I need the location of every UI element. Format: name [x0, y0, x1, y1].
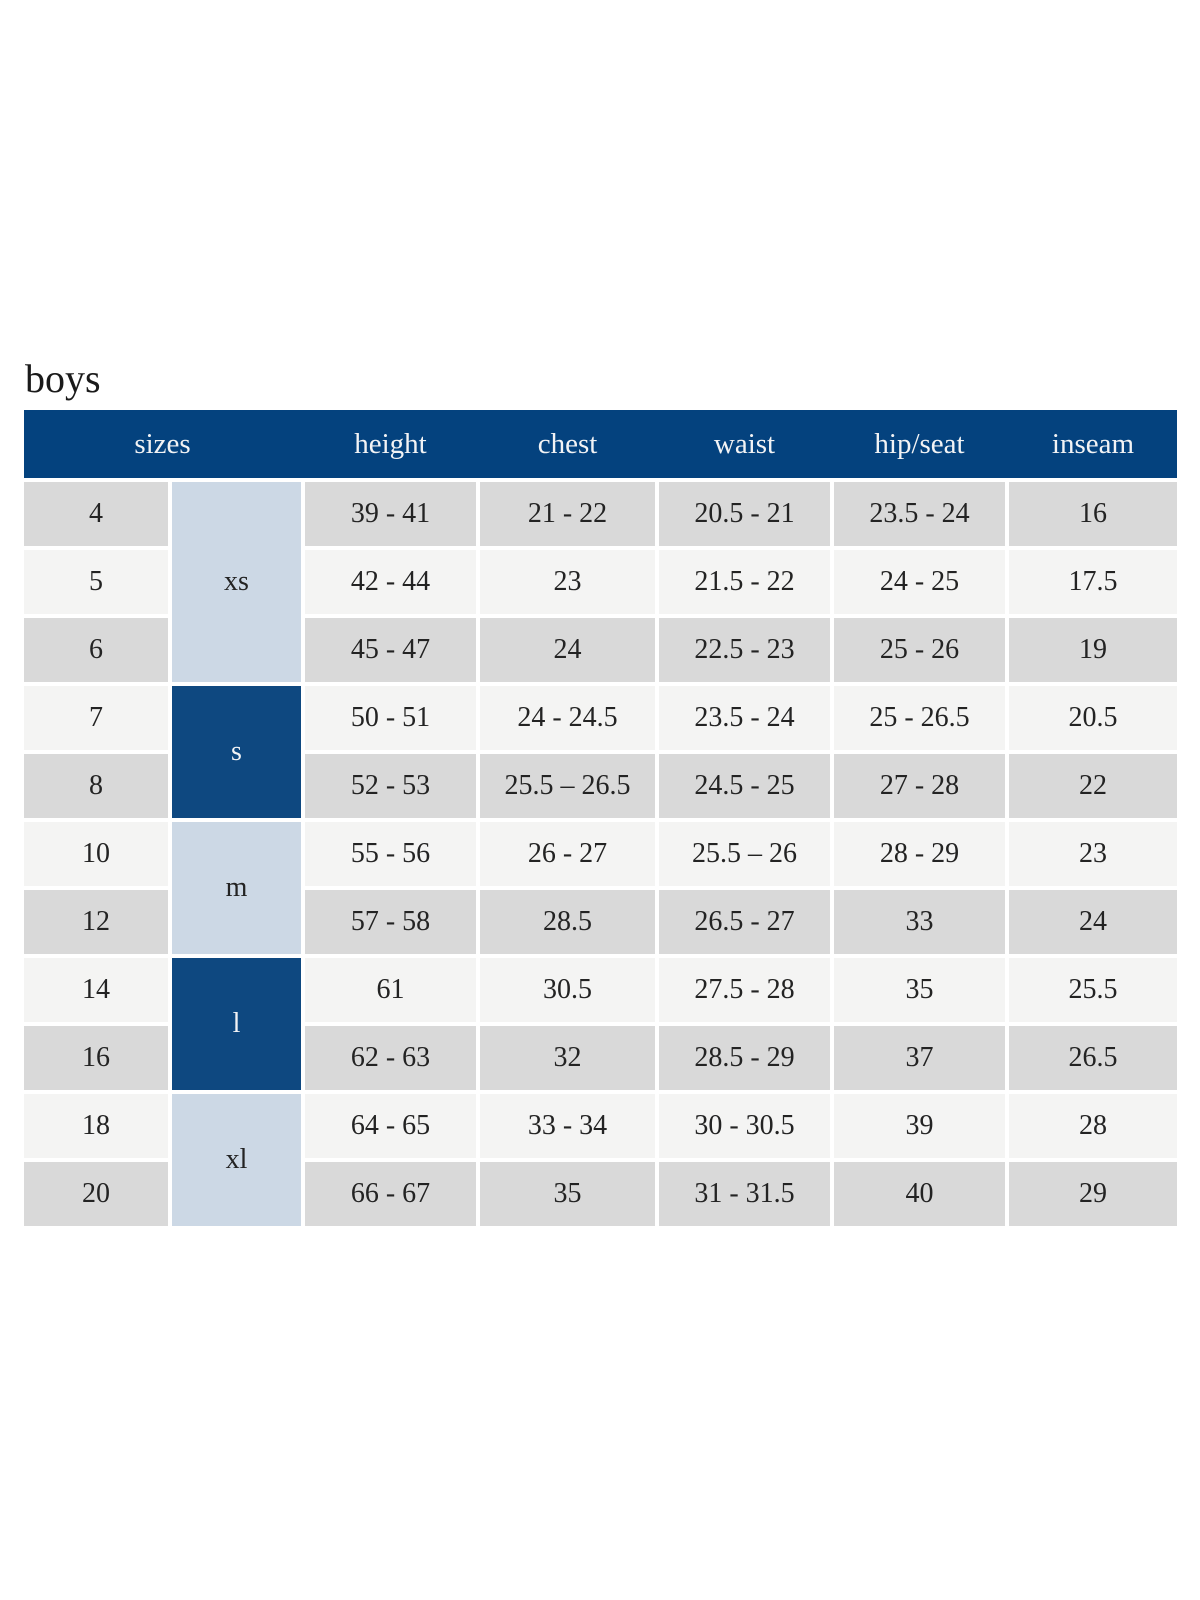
page-title: boys	[25, 356, 101, 401]
hip-seat-cell: 40	[834, 1162, 1005, 1226]
size-group-cell-xl: xl	[172, 1094, 301, 1226]
waist-cell: 31 - 31.5	[659, 1162, 830, 1226]
inseam-cell: 28	[1009, 1094, 1177, 1158]
header-cell-hip-seat: hip/seat	[874, 427, 965, 460]
size-number-cell: 10	[24, 822, 168, 886]
height-cell: 55 - 56	[305, 822, 476, 886]
height-cell: 50 - 51	[305, 686, 476, 750]
chest-cell: 35	[480, 1162, 655, 1226]
size-number-cell: 5	[24, 550, 168, 614]
header-cell-height: height	[354, 427, 427, 460]
size-number-cell: 12	[24, 890, 168, 954]
hip-seat-cell: 23.5 - 24	[834, 482, 1005, 546]
height-cell: 45 - 47	[305, 618, 476, 682]
chest-cell: 23	[480, 550, 655, 614]
height-cell: 64 - 65	[305, 1094, 476, 1158]
height-cell: 42 - 44	[305, 550, 476, 614]
waist-cell: 30 - 30.5	[659, 1094, 830, 1158]
header-cell-sizes: sizes	[134, 427, 191, 460]
chest-cell: 24	[480, 618, 655, 682]
chest-cell: 33 - 34	[480, 1094, 655, 1158]
size-number-cell: 4	[24, 482, 168, 546]
size-table-body: 4 xs 39 - 41 21 - 22 20.5 - 21 23.5 - 24 16 5 42…	[24, 482, 1177, 1226]
height-cell: 66 - 67	[305, 1162, 476, 1226]
waist-cell: 20.5 - 21	[659, 482, 830, 546]
header-cell-chest: chest	[537, 427, 598, 460]
hip-seat-cell: 25 - 26.5	[834, 686, 1005, 750]
inseam-cell: 22	[1009, 754, 1177, 818]
waist-cell: 25.5 – 26	[659, 822, 830, 886]
waist-cell: 23.5 - 24	[659, 686, 830, 750]
height-cell: 39 - 41	[305, 482, 476, 546]
size-group-cell-l: l	[172, 958, 301, 1090]
hip-seat-cell: 25 - 26	[834, 618, 1005, 682]
hip-seat-cell: 37	[834, 1026, 1005, 1090]
size-number-cell: 16	[24, 1026, 168, 1090]
inseam-cell: 19	[1009, 618, 1177, 682]
header-cell-waist: waist	[713, 427, 776, 460]
size-table-header-row: sizes height chest waist hip/seat inseam	[24, 410, 1177, 478]
hip-seat-cell: 28 - 29	[834, 822, 1005, 886]
inseam-cell: 20.5	[1009, 686, 1177, 750]
height-cell: 62 - 63	[305, 1026, 476, 1090]
waist-cell: 24.5 - 25	[659, 754, 830, 818]
hip-seat-cell: 33	[834, 890, 1005, 954]
hip-seat-cell: 24 - 25	[834, 550, 1005, 614]
inseam-cell: 24	[1009, 890, 1177, 954]
size-number-cell: 8	[24, 754, 168, 818]
height-cell: 57 - 58	[305, 890, 476, 954]
chest-cell: 25.5 – 26.5	[480, 754, 655, 818]
chest-cell: 32	[480, 1026, 655, 1090]
chest-cell: 26 - 27	[480, 822, 655, 886]
inseam-cell: 23	[1009, 822, 1177, 886]
height-cell: 61	[305, 958, 476, 1022]
hip-seat-cell: 39	[834, 1094, 1005, 1158]
waist-cell: 22.5 - 23	[659, 618, 830, 682]
chest-cell: 28.5	[480, 890, 655, 954]
chest-cell: 21 - 22	[480, 482, 655, 546]
hip-seat-cell: 35	[834, 958, 1005, 1022]
inseam-cell: 29	[1009, 1162, 1177, 1226]
inseam-cell: 25.5	[1009, 958, 1177, 1022]
size-number-cell: 20	[24, 1162, 168, 1226]
waist-cell: 27.5 - 28	[659, 958, 830, 1022]
inseam-cell: 17.5	[1009, 550, 1177, 614]
size-group-cell-m: m	[172, 822, 301, 954]
height-cell: 52 - 53	[305, 754, 476, 818]
size-number-cell: 7	[24, 686, 168, 750]
size-number-cell: 6	[24, 618, 168, 682]
waist-cell: 21.5 - 22	[659, 550, 830, 614]
header-cell-inseam: inseam	[1051, 427, 1135, 460]
waist-cell: 26.5 - 27	[659, 890, 830, 954]
inseam-cell: 16	[1009, 482, 1177, 546]
size-group-cell-s: s	[172, 686, 301, 818]
waist-cell: 28.5 - 29	[659, 1026, 830, 1090]
chest-cell: 24 - 24.5	[480, 686, 655, 750]
size-number-cell: 18	[24, 1094, 168, 1158]
hip-seat-cell: 27 - 28	[834, 754, 1005, 818]
chest-cell: 30.5	[480, 958, 655, 1022]
size-number-cell: 14	[24, 958, 168, 1022]
size-group-cell-xs: xs	[172, 482, 301, 682]
inseam-cell: 26.5	[1009, 1026, 1177, 1090]
